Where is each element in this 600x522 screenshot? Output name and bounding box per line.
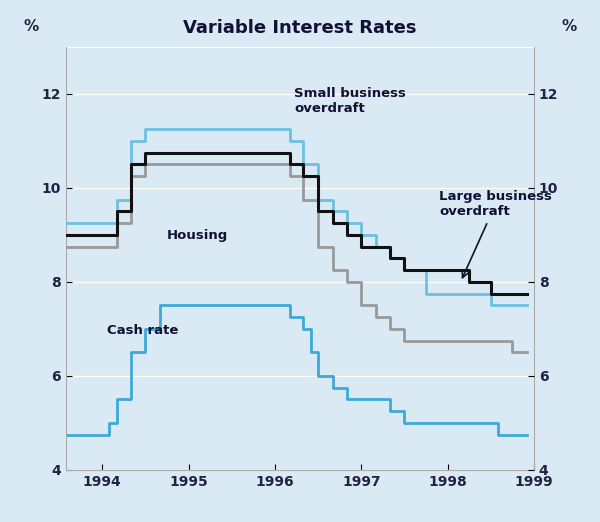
Text: %: % — [23, 19, 38, 34]
Text: Large business
overdraft: Large business overdraft — [439, 191, 552, 278]
Text: Small business
overdraft: Small business overdraft — [294, 87, 406, 115]
Text: Cash rate: Cash rate — [107, 324, 178, 337]
Title: Variable Interest Rates: Variable Interest Rates — [183, 19, 417, 37]
Text: %: % — [562, 19, 577, 34]
Text: Housing: Housing — [167, 229, 228, 242]
